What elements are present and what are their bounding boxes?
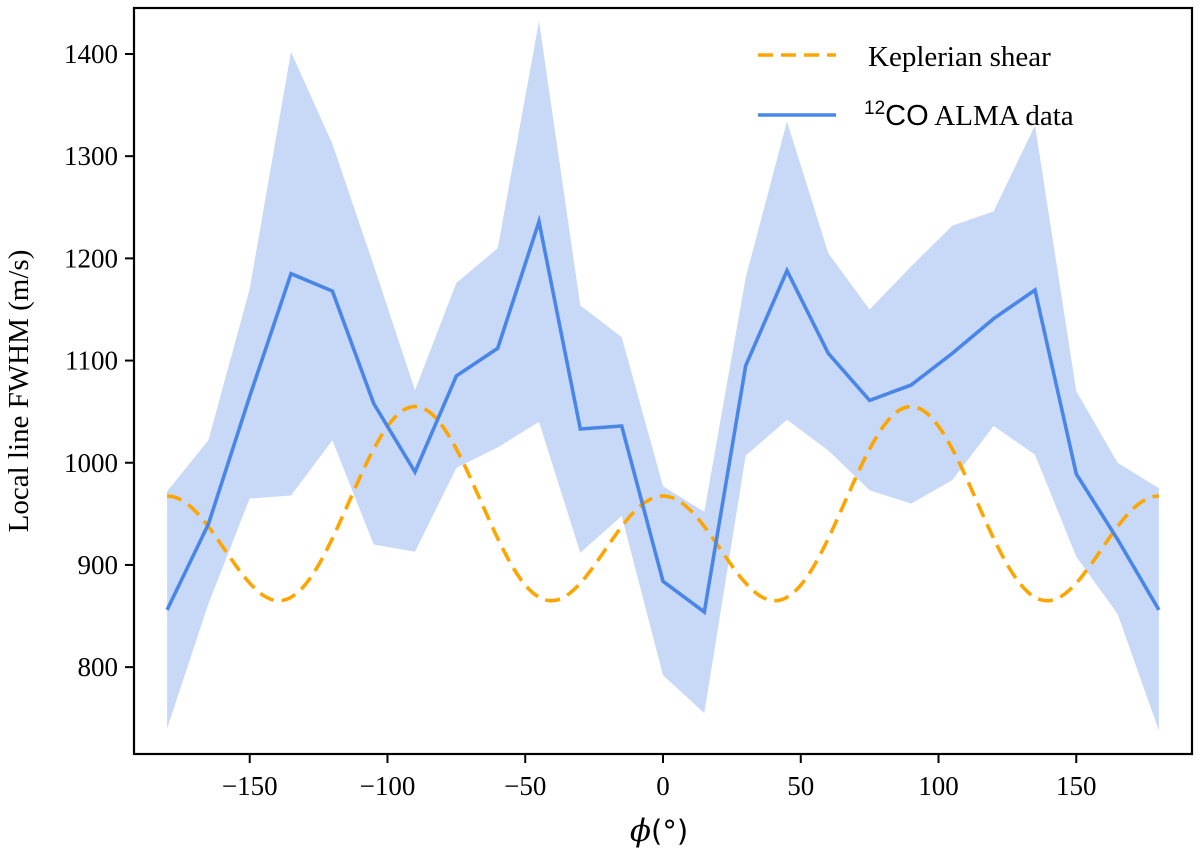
x-axis-ticks: −150 −100 −50 0 50 100 150: [222, 754, 1097, 801]
x-tick-label: −150: [222, 771, 278, 801]
legend-label-molecule: CO: [885, 100, 929, 132]
x-axis-title-symbol: ϕ: [630, 813, 651, 849]
x-tick-label: 50: [787, 771, 814, 801]
legend-label-suffix: ALMA data: [929, 100, 1074, 132]
legend: Keplerian shear 12CO ALMA data: [758, 41, 1074, 132]
y-tick-label: 1200: [64, 243, 118, 273]
y-tick-label: 1400: [64, 39, 118, 69]
legend-label-keplerian-shear: Keplerian shear: [868, 41, 1051, 73]
y-tick-label: 800: [78, 652, 119, 682]
x-axis-title: ϕ(°): [630, 813, 688, 849]
y-tick-label: 900: [78, 550, 119, 580]
y-tick-label: 1000: [64, 448, 118, 478]
y-tick-label: 1100: [65, 346, 118, 376]
x-tick-label: 150: [1056, 771, 1097, 801]
x-tick-label: 100: [918, 771, 959, 801]
legend-label-isotope-superscript: 12: [864, 98, 885, 119]
x-tick-label: −100: [360, 771, 416, 801]
x-tick-label: 0: [656, 771, 670, 801]
y-axis-title: Local line FWHM (m/s): [3, 250, 35, 533]
x-tick-label: −50: [504, 771, 546, 801]
keplerian-shear-line: [166, 404, 1160, 603]
x-axis-title-unit: (°): [651, 814, 688, 848]
y-axis-ticks: 800 900 1000 1100 1200 1300 1400: [64, 39, 134, 682]
series-layer: [165, 214, 1161, 616]
legend-label-alma-data: 12CO ALMA data: [864, 98, 1074, 132]
y-tick-label: 1300: [64, 141, 118, 171]
alma-data-line: [165, 214, 1161, 616]
